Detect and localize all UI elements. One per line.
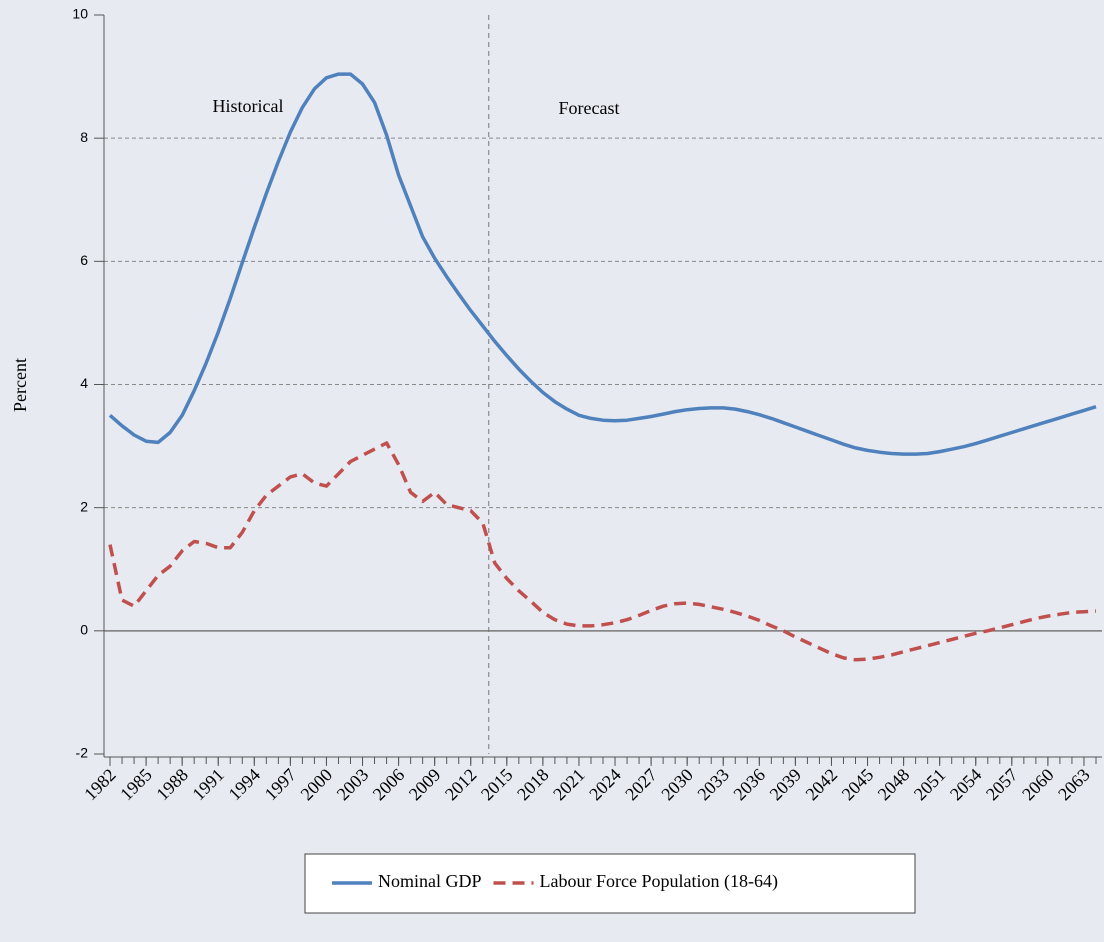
annotation: Historical (213, 96, 284, 116)
y-tick-label: 2 (80, 498, 88, 514)
y-tick-label: -2 (76, 745, 89, 761)
legend-box (304, 853, 916, 914)
annotation: Forecast (559, 98, 620, 118)
series-line (108, 441, 1097, 662)
y-tick-label: 6 (80, 252, 88, 268)
series-line (108, 72, 1097, 456)
y-tick-label: 10 (72, 6, 88, 22)
legend-label: Labour Force Population (18-64) (540, 871, 778, 892)
y-tick-label: 0 (80, 622, 88, 638)
y-tick-label: 8 (80, 129, 88, 145)
legend-label: Nominal GDP (378, 871, 482, 891)
y-axis-title: Percent (10, 358, 30, 412)
y-tick-label: 4 (80, 375, 88, 391)
